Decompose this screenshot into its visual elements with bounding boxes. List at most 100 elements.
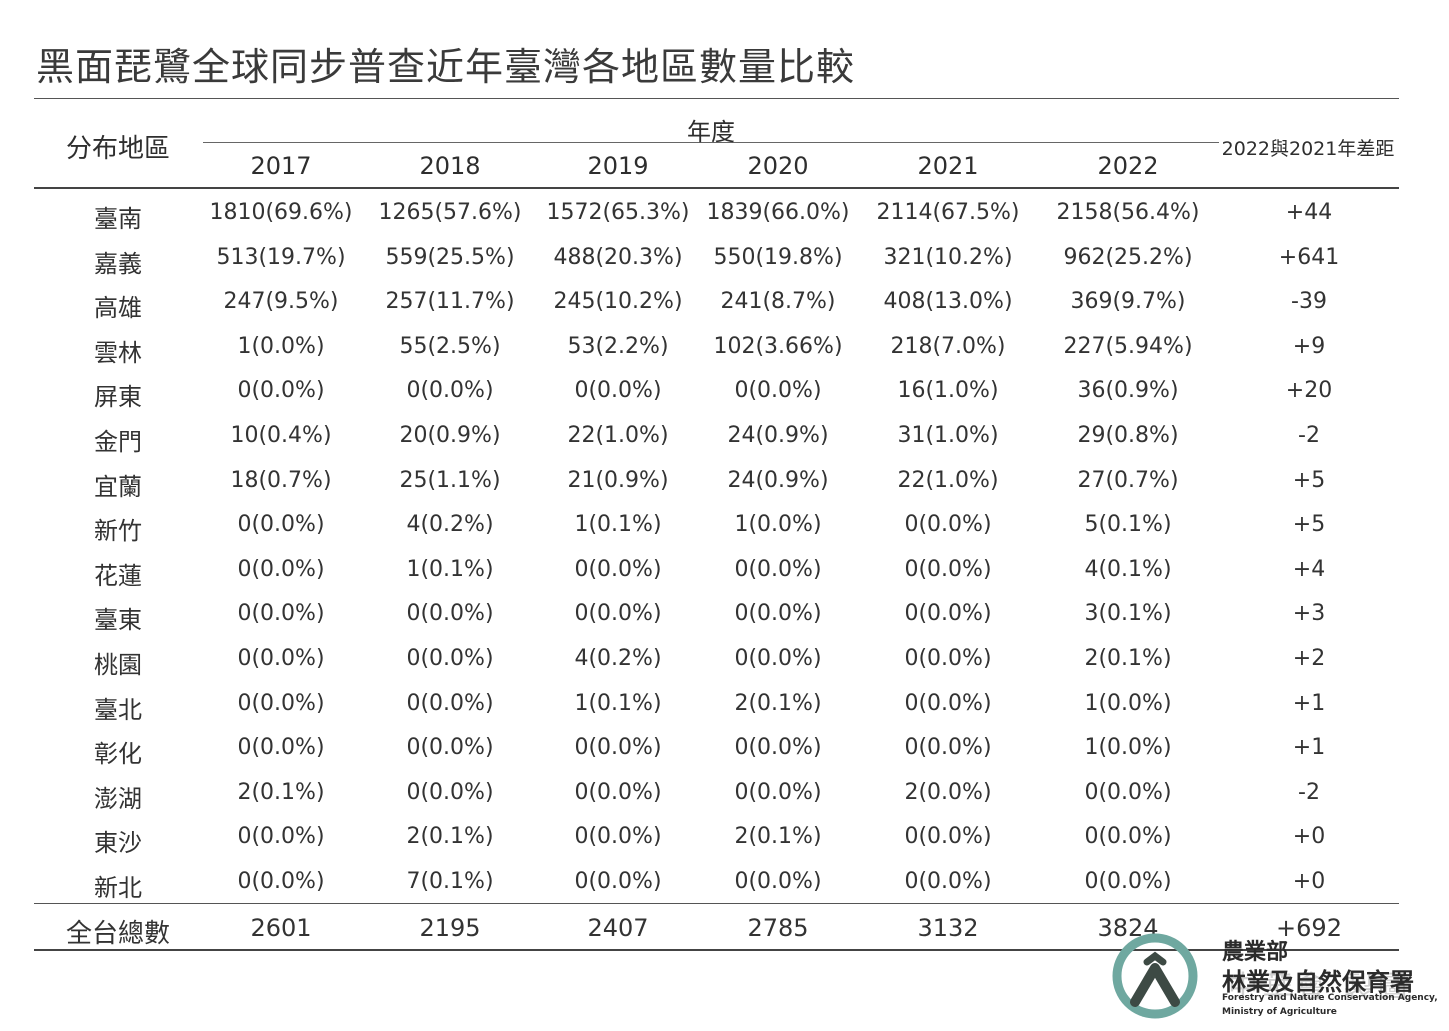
logo-ministry: 農業部 (1222, 940, 1289, 965)
count-cell: 0(0.0%) (574, 869, 662, 894)
count-cell: 0(0.0%) (406, 378, 494, 404)
count-cell: 257(11.7%) (385, 289, 515, 315)
region-name: 新竹 (94, 517, 142, 546)
count-cell: 0(0.0%) (904, 512, 992, 538)
count-cell: 0(0.0%) (904, 601, 992, 627)
count-cell: 1(0.0%) (237, 333, 325, 359)
year-group-rule (203, 142, 1219, 143)
total-cell: 2195 (419, 914, 481, 942)
count-cell: 1839(66.0%) (706, 200, 850, 225)
diff-cell: -2 (1298, 779, 1320, 805)
total-label: 全台總數 (65, 919, 171, 949)
count-cell: 962(25.2%) (1063, 244, 1193, 270)
diff-cell: -2 (1298, 423, 1320, 448)
count-cell: 0(0.0%) (1084, 869, 1172, 894)
diff-cell: +9 (1292, 333, 1326, 359)
count-cell: 53(2.2%) (567, 333, 669, 359)
count-cell: 369(9.7%) (1070, 289, 1186, 315)
region-name: 雲林 (94, 338, 142, 367)
count-cell: 4(0.2%) (574, 646, 662, 671)
count-cell: 1(0.1%) (406, 556, 494, 582)
count-cell: 0(0.0%) (237, 512, 325, 538)
count-cell: 0(0.0%) (574, 601, 662, 627)
count-cell: 0(0.0%) (237, 556, 325, 582)
count-cell: 0(0.0%) (237, 824, 325, 850)
total-cell: 3132 (917, 914, 979, 942)
count-cell: 0(0.0%) (574, 779, 662, 805)
region-name: 臺南 (94, 205, 142, 233)
region-column-header: 分布地區 (65, 134, 171, 164)
region-name: 臺北 (94, 695, 142, 724)
year-header-3: 2020 (747, 152, 809, 180)
count-cell: 0(0.0%) (237, 646, 325, 671)
region-name: 金門 (94, 428, 142, 456)
year-header-5: 2022 (1097, 152, 1159, 180)
diff-cell: +3 (1292, 601, 1326, 627)
count-cell: 1572(65.3%) (546, 200, 690, 225)
total-cell: 2601 (250, 914, 312, 942)
count-cell: 247(9.5%) (223, 289, 339, 315)
diff-column-header: 2022與2021年差距 (1221, 138, 1395, 160)
count-cell: 36(0.9%) (1077, 378, 1179, 404)
region-name: 東沙 (94, 829, 142, 858)
count-cell: 408(13.0%) (883, 289, 1013, 315)
count-cell: 55(2.5%) (399, 333, 501, 359)
region-name: 宜蘭 (94, 472, 142, 501)
count-cell: 241(8.7%) (720, 289, 836, 315)
table-top-rule (34, 98, 1399, 99)
year-header-4: 2021 (917, 152, 979, 180)
logo-agency: 林業及自然保育署 (1222, 968, 1414, 996)
count-cell: 227(5.94%) (1063, 333, 1193, 359)
count-cell: 0(0.0%) (237, 869, 325, 894)
diff-cell: +2 (1292, 646, 1326, 671)
count-cell: 0(0.0%) (237, 735, 325, 761)
diff-cell: +1 (1292, 735, 1326, 761)
region-name: 臺東 (94, 606, 142, 635)
count-cell: 2(0.0%) (904, 779, 992, 805)
header-bottom-rule (34, 187, 1399, 189)
count-cell: 22(1.0%) (567, 423, 669, 448)
count-cell: 0(0.0%) (734, 556, 822, 582)
count-cell: 0(0.0%) (904, 646, 992, 671)
count-cell: 1810(69.6%) (209, 200, 353, 225)
count-cell: 3(0.1%) (1084, 601, 1172, 627)
count-cell: 1(0.1%) (574, 512, 662, 538)
logo-ministry-en: Ministry of Agriculture (1222, 1007, 1337, 1017)
count-cell: 1(0.0%) (1084, 735, 1172, 761)
total-top-rule (34, 903, 1399, 904)
count-cell: 21(0.9%) (567, 467, 669, 493)
count-cell: 27(0.7%) (1077, 467, 1179, 493)
count-cell: 559(25.5%) (385, 244, 515, 270)
count-cell: 0(0.0%) (734, 378, 822, 404)
count-cell: 2(0.1%) (237, 779, 325, 805)
count-cell: 550(19.8%) (713, 244, 843, 270)
count-cell: 0(0.0%) (406, 779, 494, 805)
diff-cell: -39 (1291, 289, 1327, 315)
count-cell: 0(0.0%) (734, 646, 822, 671)
count-cell: 0(0.0%) (734, 779, 822, 805)
diff-cell: +44 (1285, 200, 1333, 225)
region-name: 花蓮 (94, 561, 142, 590)
year-header-0: 2017 (250, 152, 312, 180)
total-diff-cell: +692 (1276, 914, 1342, 942)
diff-cell: +20 (1285, 378, 1333, 404)
diff-cell: +0 (1292, 869, 1326, 894)
count-cell: 20(0.9%) (399, 423, 501, 448)
count-cell: 4(0.2%) (406, 512, 494, 538)
count-cell: 245(10.2%) (553, 289, 683, 315)
count-cell: 0(0.0%) (904, 735, 992, 761)
count-cell: 0(0.0%) (406, 601, 494, 627)
count-cell: 321(10.2%) (883, 244, 1013, 270)
count-cell: 218(7.0%) (890, 333, 1006, 359)
count-cell: 0(0.0%) (904, 824, 992, 850)
diff-cell: +5 (1292, 512, 1326, 538)
count-cell: 0(0.0%) (574, 556, 662, 582)
agency-logo-icon (1112, 933, 1198, 1019)
count-cell: 0(0.0%) (406, 735, 494, 761)
count-cell: 0(0.0%) (574, 824, 662, 850)
total-cell: 2785 (747, 914, 809, 942)
count-cell: 25(1.1%) (399, 467, 501, 493)
count-cell: 2(0.1%) (406, 824, 494, 850)
count-cell: 0(0.0%) (574, 735, 662, 761)
diff-cell: +1 (1292, 690, 1326, 716)
